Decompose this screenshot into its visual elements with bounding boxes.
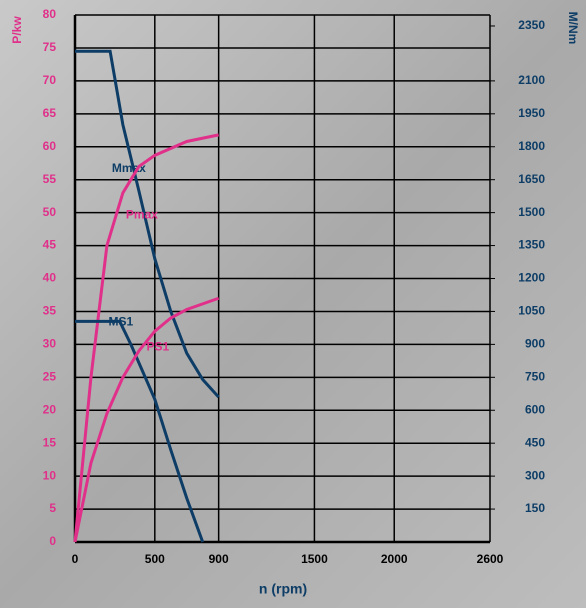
y2-tick-label: 1050 xyxy=(518,304,545,318)
x-tick-label: 900 xyxy=(209,552,229,566)
y2-axis-label: M/Nm xyxy=(566,12,580,45)
line xyxy=(73,133,219,543)
series-label: PS1 xyxy=(147,339,170,353)
y2-tick-label: 2100 xyxy=(518,73,545,87)
y-tick-label: 25 xyxy=(43,369,57,383)
series-label: MS1 xyxy=(109,315,134,329)
y-tick-label: 80 xyxy=(43,7,57,21)
y2-tick-label: 1200 xyxy=(518,271,545,285)
series-label: Mmax xyxy=(112,161,146,175)
x-tick-label: 0 xyxy=(72,552,79,566)
y-tick-label: 60 xyxy=(43,139,57,153)
y2-tick-label: 1950 xyxy=(518,106,545,120)
y2-tick-label: 1350 xyxy=(518,238,545,252)
x-tick-label: 500 xyxy=(145,552,165,566)
y2-tick-label: 150 xyxy=(525,501,545,515)
y2-tick-label: 900 xyxy=(525,337,545,351)
y2-tick-label: 600 xyxy=(525,402,545,416)
y-tick-label: 65 xyxy=(43,106,57,120)
x-tick-label: 1500 xyxy=(301,552,328,566)
y-tick-label: 20 xyxy=(43,402,57,416)
line xyxy=(73,296,220,543)
y-tick-label: 40 xyxy=(43,271,57,285)
line xyxy=(75,319,205,543)
x-tick-label: 2600 xyxy=(477,552,504,566)
y-tick-label: 35 xyxy=(43,304,57,318)
y-tick-label: 0 xyxy=(49,534,56,548)
y2-tick-label: 2350 xyxy=(518,18,545,32)
y-tick-label: 70 xyxy=(43,73,57,87)
line xyxy=(75,49,220,399)
y2-tick-label: 1800 xyxy=(518,139,545,153)
y2-tick-label: 300 xyxy=(525,468,545,482)
y-tick-label: 75 xyxy=(43,40,57,54)
y-tick-label: 55 xyxy=(43,172,57,186)
y2-tick-label: 1650 xyxy=(518,172,545,186)
y-tick-label: 5 xyxy=(49,501,56,515)
y-tick-label: 50 xyxy=(43,205,57,219)
y2-tick-label: 750 xyxy=(525,369,545,383)
y-tick-label: 30 xyxy=(43,337,57,351)
series-label: Pmax xyxy=(126,208,158,222)
y-axis-label: P/kw xyxy=(10,16,24,44)
y-tick-label: 10 xyxy=(43,468,57,482)
y-tick-label: 15 xyxy=(43,435,57,449)
y-tick-label: 45 xyxy=(43,238,57,252)
x-tick-label: 2000 xyxy=(381,552,408,566)
y2-tick-label: 1500 xyxy=(518,205,545,219)
y2-tick-label: 450 xyxy=(525,435,545,449)
x-axis-label: n (rpm) xyxy=(259,581,307,597)
